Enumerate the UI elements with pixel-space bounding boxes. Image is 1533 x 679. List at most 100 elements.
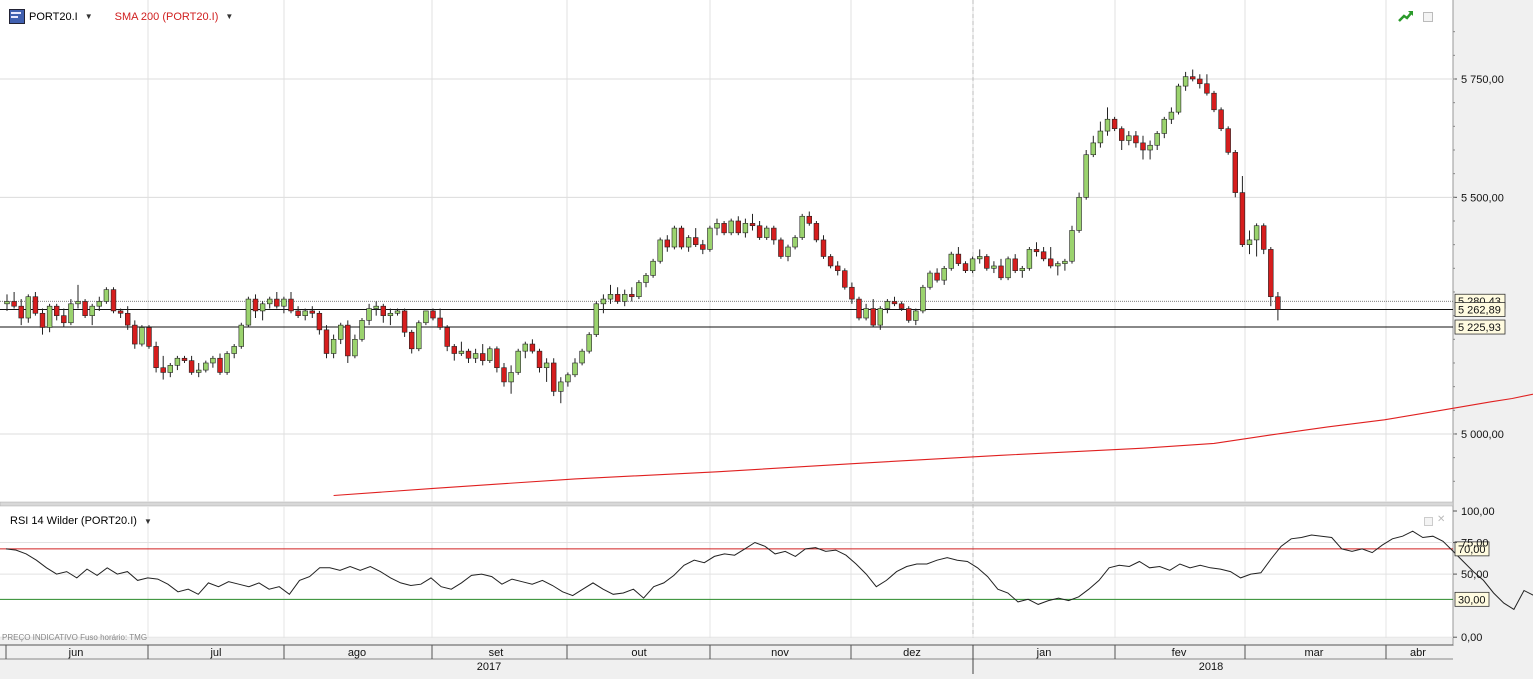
candle: [68, 303, 74, 324]
candle: [991, 265, 997, 269]
candle: [678, 227, 685, 248]
candle: [1225, 128, 1231, 153]
candle: [174, 357, 181, 366]
candle: [976, 256, 983, 260]
candle: [1239, 192, 1246, 245]
candle: [834, 265, 841, 271]
rsi-line: [5, 530, 1533, 611]
maximize-icon[interactable]: [1423, 12, 1433, 22]
candle: [593, 303, 600, 335]
candle: [1040, 251, 1047, 260]
candle: [863, 308, 869, 319]
rsi-header[interactable]: RSI 14 Wilder (PORT20.I) ▼: [10, 515, 152, 527]
candle: [664, 239, 671, 248]
candle: [1154, 133, 1160, 146]
candle: [636, 282, 642, 298]
candle: [1197, 78, 1203, 85]
candle: [1140, 142, 1146, 151]
candle: [330, 339, 337, 354]
y-tick-label: 50,00: [1461, 569, 1489, 581]
instrument-header[interactable]: PORT20.I ▼ SMA 200 (PORT20.I) ▼: [9, 9, 233, 24]
candle: [1062, 260, 1068, 264]
candle: [146, 327, 152, 347]
candle: [231, 346, 237, 354]
candle: [721, 223, 727, 234]
candle: [707, 227, 713, 250]
candle: [515, 350, 521, 373]
candle: [1253, 225, 1260, 241]
candle: [1019, 268, 1026, 271]
candle: [1161, 118, 1168, 134]
candle: [359, 320, 365, 340]
trend-arrow-icon[interactable]: [1398, 9, 1414, 23]
candle: [1083, 154, 1089, 198]
candle: [550, 362, 557, 392]
candle: [337, 324, 344, 340]
candle: [1175, 85, 1182, 113]
candle: [1012, 258, 1018, 271]
y-tick-label: 5 000,00: [1461, 429, 1504, 441]
maximize-icon[interactable]: [1424, 517, 1433, 526]
candle: [465, 350, 472, 359]
candle: [1126, 135, 1132, 141]
candle: [380, 305, 386, 316]
rsi-level-label: 70,00: [1458, 544, 1486, 556]
candle: [11, 301, 17, 307]
candle: [1104, 118, 1111, 132]
candle: [1147, 144, 1153, 151]
candle: [969, 258, 976, 271]
candle: [508, 372, 514, 383]
candle: [110, 289, 117, 312]
chevron-down-icon[interactable]: ▼: [143, 516, 152, 526]
candle: [4, 301, 10, 305]
candle: [103, 289, 110, 302]
candle: [1190, 76, 1196, 80]
candle: [61, 315, 67, 324]
candle: [913, 310, 919, 321]
candle: [394, 310, 401, 314]
candle: [735, 220, 742, 234]
candle: [934, 272, 940, 281]
y-tick-label: 100,00: [1461, 506, 1495, 518]
candle: [685, 237, 692, 248]
candle: [245, 298, 252, 326]
candle: [785, 246, 791, 257]
year-label: 2018: [1199, 661, 1223, 673]
panel-separator[interactable]: [0, 501, 1454, 507]
rsi-label: RSI 14 Wilder (PORT20.I): [10, 515, 137, 527]
candle: [884, 301, 891, 309]
candle: [39, 312, 46, 328]
candle: [657, 239, 663, 262]
candle: [792, 237, 798, 248]
month-label: mar: [1305, 647, 1324, 659]
candle: [643, 275, 649, 283]
candle: [352, 339, 358, 357]
candle: [1204, 83, 1210, 94]
price-label-box: [1454, 319, 1506, 335]
candle: [203, 362, 209, 371]
candle: [629, 294, 635, 298]
candle: [1119, 128, 1125, 141]
candle: [167, 365, 173, 373]
candle: [1048, 258, 1054, 267]
chevron-down-icon[interactable]: ▼: [84, 12, 93, 21]
candle: [288, 298, 294, 312]
candle: [671, 227, 678, 248]
candle: [53, 305, 60, 316]
candle: [274, 298, 280, 307]
candle: [1097, 130, 1104, 144]
chevron-down-icon[interactable]: ▼: [225, 12, 234, 21]
candle: [771, 227, 777, 241]
instrument-label: PORT20.I: [29, 10, 78, 23]
y-tick-label: 5 500,00: [1461, 192, 1504, 204]
month-label: dez: [903, 647, 921, 659]
candle: [82, 301, 88, 316]
price-label: 5 225,93: [1458, 322, 1501, 334]
candle: [614, 294, 621, 302]
candle: [1111, 118, 1118, 129]
candle: [778, 239, 784, 257]
candle: [565, 374, 571, 383]
close-icon[interactable]: ✕: [1437, 514, 1446, 525]
candle: [1026, 249, 1033, 269]
candle: [955, 253, 962, 264]
